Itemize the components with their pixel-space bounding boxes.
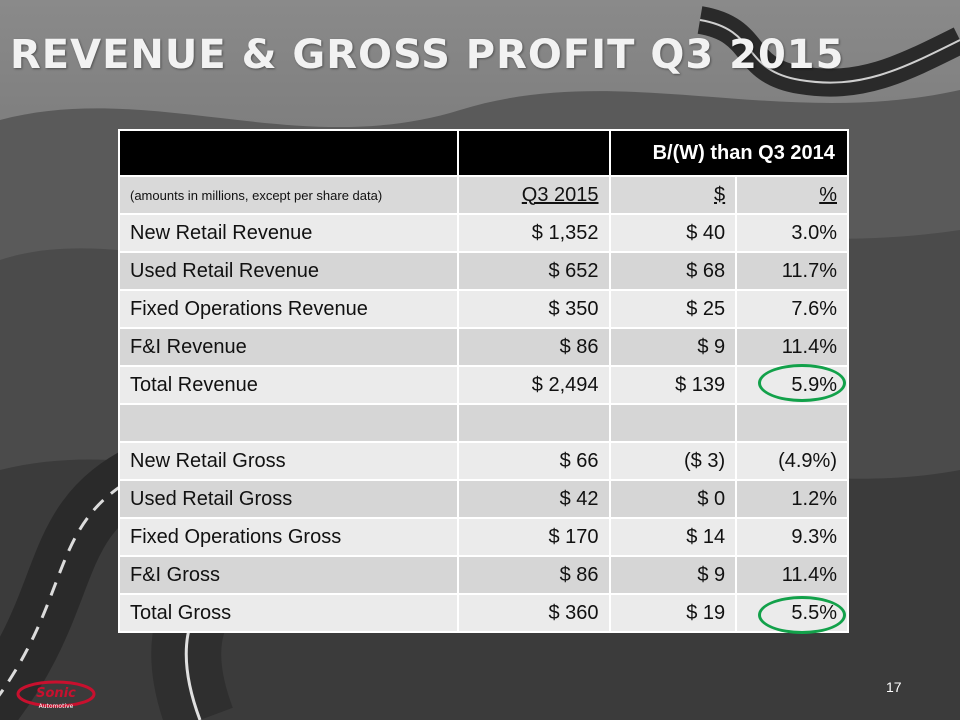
- group-header: B/(W) than Q3 2014: [608, 129, 849, 177]
- cell-delta: $ 40: [608, 213, 738, 253]
- column-header-percent: %: [735, 175, 849, 215]
- column-header-dollar: $: [608, 175, 738, 215]
- table-row: Used Retail Revenue $ 652 $ 68 11.7%: [118, 251, 849, 291]
- table-note: (amounts in millions, except per share d…: [118, 175, 459, 215]
- cell-delta: $ 14: [608, 517, 738, 557]
- column-header-row: (amounts in millions, except per share d…: [118, 175, 849, 215]
- table-row: New Retail Revenue $ 1,352 $ 40 3.0%: [118, 213, 849, 253]
- column-header-q3: Q3 2015: [456, 175, 611, 215]
- cell-q3: $ 170: [456, 517, 611, 557]
- cell-pct: 11.4%: [735, 327, 849, 367]
- cell-q3: $ 360: [456, 593, 611, 633]
- table-row: Fixed Operations Revenue $ 350 $ 25 7.6%: [118, 289, 849, 329]
- row-label: Fixed Operations Gross: [118, 517, 459, 557]
- table-row: F&I Revenue $ 86 $ 9 11.4%: [118, 327, 849, 367]
- row-label: [118, 403, 459, 443]
- cell-pct: 11.4%: [735, 555, 849, 595]
- table-row: Total Gross $ 360 $ 19 5.5%: [118, 593, 849, 633]
- cell-pct: 1.2%: [735, 479, 849, 519]
- cell-delta: $ 9: [608, 327, 738, 367]
- cell-delta: $ 19: [608, 593, 738, 633]
- cell-delta: $ 25: [608, 289, 738, 329]
- cell-delta: $ 0: [608, 479, 738, 519]
- highlight-circle-total-revenue: [758, 364, 846, 402]
- cell-q3: $ 86: [456, 327, 611, 367]
- cell-q3: $ 652: [456, 251, 611, 291]
- cell-delta: [608, 403, 738, 443]
- row-label: Total Revenue: [118, 365, 459, 405]
- row-label: Used Retail Gross: [118, 479, 459, 519]
- page-number: 17: [886, 679, 902, 695]
- row-label: Used Retail Revenue: [118, 251, 459, 291]
- row-label: New Retail Gross: [118, 441, 459, 481]
- row-label: New Retail Revenue: [118, 213, 459, 253]
- slide-title: REVENUE & GROSS PROFIT Q3 2015: [10, 32, 845, 78]
- cell-pct: 9.3%: [735, 517, 849, 557]
- cell-delta: $ 139: [608, 365, 738, 405]
- header-blank-cell: [456, 129, 611, 177]
- revenue-gross-profit-table: B/(W) than Q3 2014 (amounts in millions,…: [118, 129, 849, 633]
- cell-pct: [735, 403, 849, 443]
- sonic-automotive-logo: Sonic Automotive: [16, 680, 96, 710]
- header-blank-cell: [118, 129, 459, 177]
- table-row: Fixed Operations Gross $ 170 $ 14 9.3%: [118, 517, 849, 557]
- cell-q3: $ 1,352: [456, 213, 611, 253]
- spacer-row: [118, 403, 849, 443]
- table-row: Used Retail Gross $ 42 $ 0 1.2%: [118, 479, 849, 519]
- table-row: New Retail Gross $ 66 ($ 3) (4.9%): [118, 441, 849, 481]
- cell-pct: 11.7%: [735, 251, 849, 291]
- cell-q3: $ 66: [456, 441, 611, 481]
- table-row: F&I Gross $ 86 $ 9 11.4%: [118, 555, 849, 595]
- cell-q3: $ 42: [456, 479, 611, 519]
- cell-delta: $ 68: [608, 251, 738, 291]
- cell-delta: ($ 3): [608, 441, 738, 481]
- logo-subtext: Automotive: [39, 703, 74, 710]
- cell-q3: $ 2,494: [456, 365, 611, 405]
- cell-pct: 7.6%: [735, 289, 849, 329]
- row-label: F&I Revenue: [118, 327, 459, 367]
- row-label: Fixed Operations Revenue: [118, 289, 459, 329]
- cell-q3: $ 350: [456, 289, 611, 329]
- row-label: F&I Gross: [118, 555, 459, 595]
- cell-pct: 3.0%: [735, 213, 849, 253]
- highlight-circle-total-gross: [758, 596, 846, 634]
- logo-text: Sonic: [36, 686, 76, 701]
- table-header-row: B/(W) than Q3 2014: [118, 129, 849, 177]
- table-row: Total Revenue $ 2,494 $ 139 5.9%: [118, 365, 849, 405]
- cell-pct: (4.9%): [735, 441, 849, 481]
- cell-delta: $ 9: [608, 555, 738, 595]
- cell-q3: $ 86: [456, 555, 611, 595]
- cell-q3: [456, 403, 611, 443]
- row-label: Total Gross: [118, 593, 459, 633]
